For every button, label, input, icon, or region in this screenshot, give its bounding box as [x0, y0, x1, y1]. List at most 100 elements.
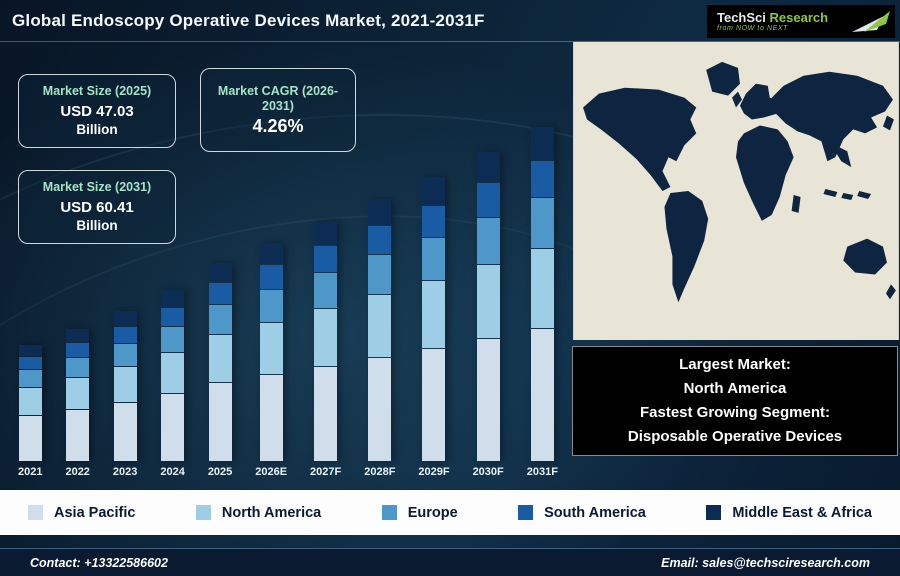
segment-asia-pacific [530, 329, 554, 461]
bar-2026e [259, 243, 283, 461]
legend-item-asia-pacific: Asia Pacific [28, 505, 135, 521]
legend-item-north-america: North America [195, 504, 322, 521]
logo-brand-primary: TechSci [717, 9, 766, 25]
highlight-line: North America [683, 380, 787, 397]
stacked-bar-chart: 2021 2022 2023 2024 2025 2026E 2027F 2028F 2029F… [12, 42, 564, 478]
segment-middle-east-africa [161, 290, 185, 307]
x-axis-label-2031f: 2031F [526, 466, 558, 478]
x-axis-label-2021: 2021 [18, 466, 43, 478]
market-cagr-value: 4.26% [252, 116, 304, 136]
bar-column-2028f: 2028F [364, 42, 395, 478]
x-axis-label-2024: 2024 [160, 466, 185, 478]
segment-south-america [66, 343, 90, 357]
bar-column-2027f: 2027F [310, 42, 341, 478]
x-axis-label-2027f: 2027F [310, 466, 342, 478]
segment-asia-pacific [113, 403, 137, 461]
page-title: Global Endoscopy Operative Devices Marke… [12, 10, 485, 30]
legend-swatch-south-america [518, 505, 534, 520]
x-axis-label-2028f: 2028F [364, 466, 396, 478]
market-cagr-heading: Market CAGR (2026-2031) [217, 84, 339, 113]
segment-north-america [530, 249, 554, 328]
bar-2031f [530, 127, 554, 461]
world-map-graphic [573, 42, 899, 340]
segment-middle-east-africa [530, 127, 554, 160]
market-size-2025-unit: Billion [76, 122, 118, 137]
segment-middle-east-africa [18, 345, 42, 356]
legend-label-north-america: North America [221, 504, 322, 521]
segment-south-america [530, 161, 554, 197]
segment-north-america [259, 323, 283, 374]
segment-south-america [113, 327, 137, 343]
segment-asia-pacific [314, 367, 338, 461]
segment-north-america [314, 309, 338, 366]
footer: Contact: +13322586602 Email: sales@techs… [0, 548, 900, 576]
market-size-2031-heading: Market Size (2031) [42, 180, 152, 194]
bar-2029f [422, 177, 446, 461]
bar-2023 [113, 311, 137, 461]
segment-asia-pacific [161, 394, 185, 461]
bar-2027f [314, 221, 338, 461]
legend-swatch-europe [381, 505, 397, 520]
segment-asia-pacific [208, 383, 232, 461]
highlight-line: Largest Market: [679, 356, 791, 373]
segment-europe [314, 273, 338, 308]
bar-column-2023: 2023 [113, 42, 137, 478]
legend-label-asia-pacific: Asia Pacific [54, 504, 136, 521]
footer-contact: Contact: +13322586602 [30, 555, 168, 570]
segment-south-america [18, 357, 42, 369]
logo-brand-secondary: Research [769, 9, 829, 25]
segment-europe [208, 305, 232, 334]
segment-south-america [476, 183, 500, 217]
highlight-box: Largest Market: North America Fastest Gr… [572, 346, 898, 456]
segment-asia-pacific [259, 375, 283, 461]
segment-north-america [66, 378, 90, 409]
segment-north-america [476, 265, 500, 338]
x-axis-label-2030f: 2030F [472, 466, 504, 478]
bar-column-2031f: 2031F [527, 42, 558, 478]
segment-middle-east-africa [476, 152, 500, 182]
legend-item-europe: Europe [381, 505, 458, 521]
logo-arrow-icon [852, 11, 890, 32]
segment-south-america [161, 308, 185, 326]
segment-south-america [259, 265, 283, 289]
legend-swatch-middle-east-africa [706, 505, 722, 520]
header: Global Endoscopy Operative Devices Marke… [0, 0, 900, 42]
segment-middle-east-africa [66, 329, 90, 342]
bar-column-2024: 2024 [160, 42, 185, 478]
world-map [572, 42, 900, 340]
highlight-line: Fastest Growing Segment: [639, 404, 831, 421]
legend-label-middle-east-africa: Middle East & Africa [732, 504, 872, 521]
segment-asia-pacific [422, 349, 446, 461]
segment-middle-east-africa [422, 177, 446, 205]
x-axis-label-2025: 2025 [207, 466, 233, 478]
bar-column-2021: 2021 [18, 42, 42, 478]
segment-south-america [208, 283, 232, 304]
continents [583, 61, 896, 303]
legend-item-south-america: South America [518, 505, 646, 521]
legend-swatch-asia-pacific [28, 505, 43, 520]
segment-europe [113, 344, 137, 366]
segment-asia-pacific [18, 416, 42, 461]
x-axis-label-2029f: 2029F [418, 466, 450, 478]
x-axis-label-2022: 2022 [65, 466, 90, 478]
segment-middle-east-africa [208, 263, 232, 282]
legend-label-south-america: South America [544, 504, 646, 521]
segment-middle-east-africa [314, 221, 338, 245]
techsci-logo: TechSci Research from NOW to NEXT [707, 5, 895, 38]
segment-europe [66, 358, 90, 377]
x-axis-label-2023: 2023 [112, 466, 138, 478]
segment-middle-east-africa [259, 243, 283, 264]
segment-middle-east-africa [368, 199, 392, 225]
segment-south-america [368, 226, 392, 254]
market-size-2031-unit: Billion [76, 218, 118, 233]
segment-europe [161, 327, 185, 352]
market-size-2031-value: USD 60.41 [60, 199, 134, 216]
bar-2024 [161, 290, 185, 461]
logo-brand: TechSci Research [717, 9, 829, 25]
bar-2022 [66, 329, 90, 461]
segment-middle-east-africa [113, 311, 137, 326]
market-size-2025-box: Market Size (2025) USD 47.03 Billion [18, 74, 176, 148]
highlight-line: Disposable Operative Devices [627, 428, 843, 445]
bar-column-2022: 2022 [65, 42, 90, 478]
